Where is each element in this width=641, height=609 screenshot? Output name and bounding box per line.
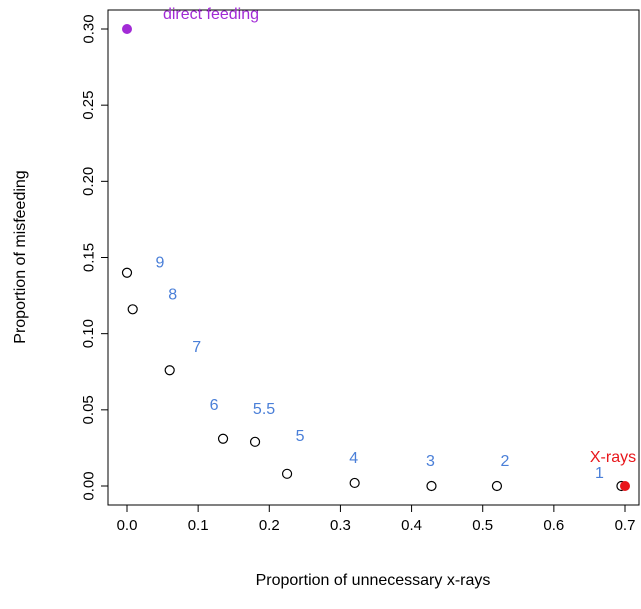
y-tick-label: 0.00 <box>80 471 97 500</box>
x-axis-title: Proportion of unnecessary x-rays <box>256 572 491 589</box>
data-point <box>426 480 437 492</box>
point-label: 1 <box>595 465 604 482</box>
data-point <box>491 480 503 492</box>
x-tick-label: 0.0 <box>117 517 138 534</box>
x-tick-label: 0.6 <box>543 517 564 534</box>
point-label: direct feeding <box>163 6 259 23</box>
data-point <box>249 436 261 447</box>
point-label: 4 <box>349 450 358 467</box>
x-axis: 0.0 0.1 0.2 0.3 0.4 0.5 0.6 0.7 <box>117 504 636 534</box>
data-point <box>349 477 360 489</box>
point-label: 2 <box>500 453 509 470</box>
point-label: 7 <box>192 339 201 356</box>
data-points <box>121 24 630 492</box>
point-label: 6 <box>210 397 219 414</box>
data-point <box>281 468 293 479</box>
y-tick-label: 0.10 <box>80 319 97 348</box>
x-tick-label: 0.4 <box>401 517 422 534</box>
y-tick-label: 0.05 <box>80 395 97 424</box>
x-tick-label: 0.3 <box>330 517 351 534</box>
y-tick-label: 0.25 <box>80 91 97 120</box>
point-label: 5.5 <box>253 401 275 418</box>
y-tick-label: 0.15 <box>80 243 97 272</box>
point-label: 8 <box>168 286 177 303</box>
plot-frame <box>107 9 640 506</box>
data-point <box>217 433 229 444</box>
data-point <box>121 267 133 278</box>
x-tick-label: 0.7 <box>615 517 636 534</box>
x-tick-label: 0.5 <box>472 517 493 534</box>
y-tick-label: 0.20 <box>80 167 97 196</box>
highlight-point <box>620 481 630 491</box>
point-label: X-rays <box>590 449 636 466</box>
y-axis-title: Proportion of misfeeding <box>12 170 29 343</box>
y-axis: 0.00 0.05 0.10 0.15 0.20 0.25 0.30 <box>80 14 109 501</box>
y-tick-label: 0.30 <box>80 14 97 43</box>
data-point <box>164 365 175 376</box>
data-point <box>127 304 138 315</box>
x-tick-label: 0.2 <box>259 517 280 534</box>
point-label: 5 <box>296 428 305 445</box>
highlight-point <box>122 24 132 34</box>
point-label: 9 <box>156 255 165 272</box>
point-label: 3 <box>426 453 435 470</box>
point-labels: 98 7 6 5.5 5 4 3 2 1X-rays direct feeding <box>156 6 637 482</box>
x-tick-label: 0.1 <box>188 517 209 534</box>
